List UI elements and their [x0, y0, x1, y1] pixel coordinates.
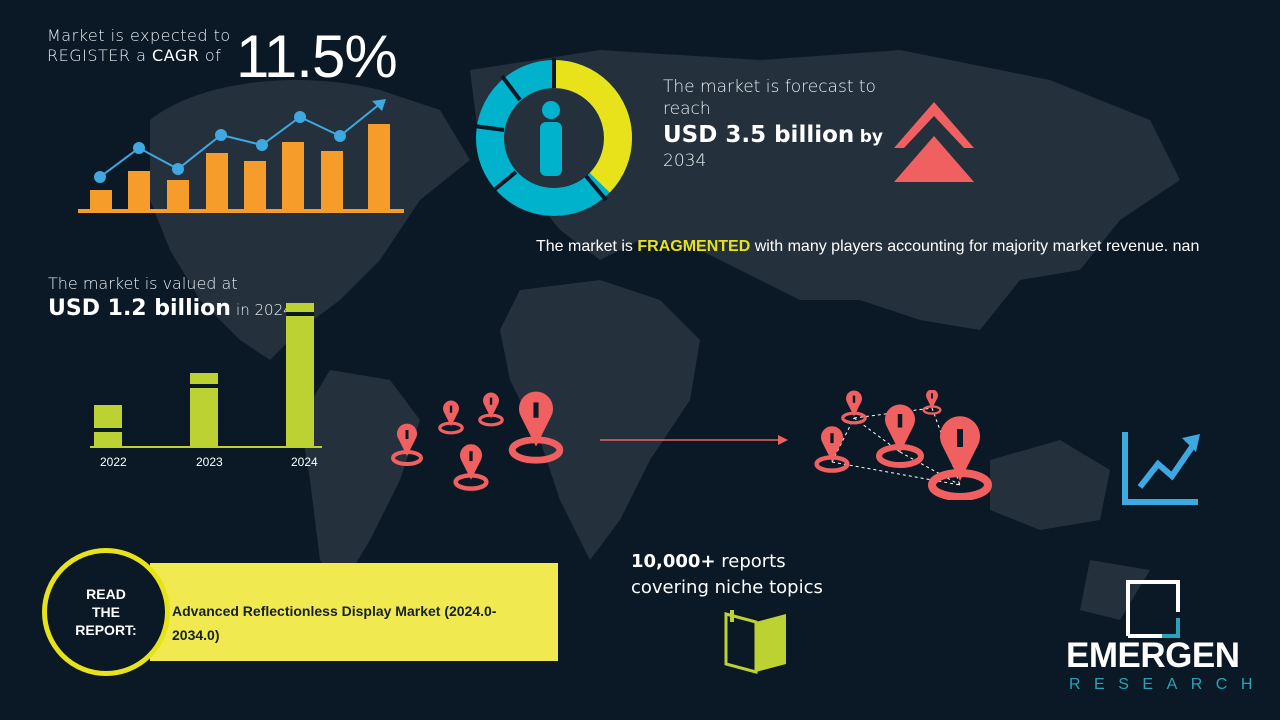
year-label: 2024 — [291, 455, 318, 469]
reports-text: 10,000+ reports covering niche topics — [631, 551, 823, 598]
forecast-text: The market is forecast to reach USD 3.5 … — [663, 77, 883, 171]
open-book-icon — [724, 610, 786, 674]
cagr-caption: Market is expected to REGISTER a CAGR of — [47, 26, 231, 65]
location-pin-icon — [391, 392, 560, 489]
growth-chart-icon — [78, 99, 404, 213]
year-label: 2022 — [100, 455, 127, 469]
market-fragmentation-text: The market is FRAGMENTED with many playe… — [536, 238, 1200, 255]
logo-name: EMERGEN — [1066, 636, 1240, 675]
emergen-logo — [1126, 580, 1180, 638]
read-report-badge[interactable]: READ THE REPORT: — [42, 548, 170, 676]
bar-2024 — [286, 303, 314, 447]
year-label: 2023 — [196, 455, 223, 469]
yearly-bars — [90, 303, 322, 448]
location-pins-network — [391, 390, 1000, 500]
donut-person-icon — [474, 58, 632, 216]
double-chevron-up-icon — [894, 102, 974, 182]
cagr-value: 11.5% — [236, 23, 398, 90]
report-title[interactable]: Advanced Reflectionless Display Market (… — [172, 603, 497, 643]
network-pins-icon — [817, 390, 988, 497]
bar-2022 — [94, 405, 122, 447]
read-report-banner[interactable]: Advanced Reflectionless Display Market (… — [150, 563, 558, 661]
logo-subtitle: RESEARCH — [1069, 676, 1266, 693]
valued-text: The market is valued at USD 1.2 billion … — [48, 274, 293, 321]
trend-up-icon — [1122, 432, 1200, 505]
